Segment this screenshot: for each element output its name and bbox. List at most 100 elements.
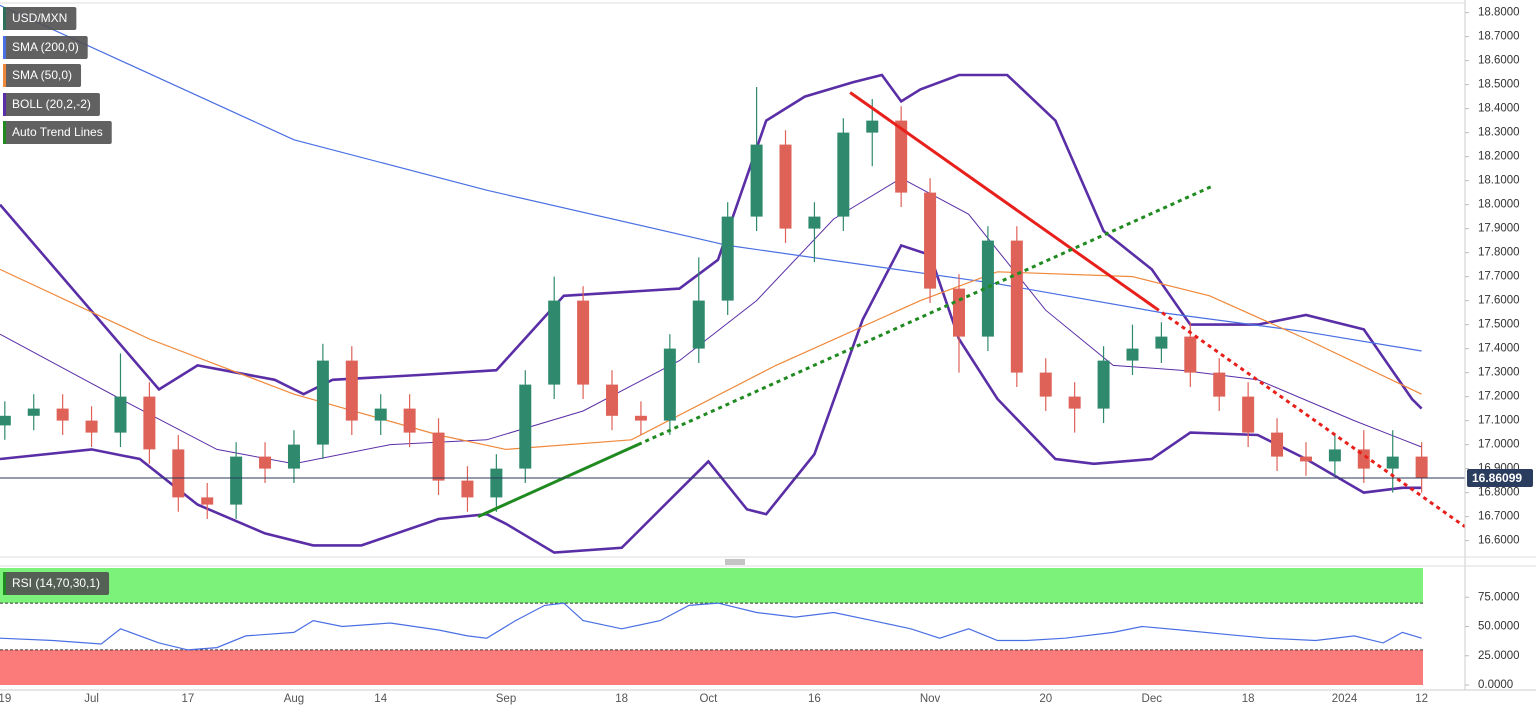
- candle-body: [924, 192, 937, 289]
- legend-swatch: [3, 7, 6, 30]
- oversold-zone: [0, 649, 1423, 685]
- x-tick-label: 19: [0, 693, 11, 705]
- candle-body: [1415, 456, 1428, 479]
- y-tick-label: 18.1000: [1478, 175, 1520, 187]
- x-tick-label: 2024: [1332, 693, 1358, 705]
- marks: [0, 4, 1466, 651]
- candle-body: [837, 132, 850, 217]
- y-tick-label: 17.3000: [1478, 367, 1520, 379]
- y-tick-label: 17.4000: [1478, 343, 1520, 355]
- candle-body: [403, 408, 416, 433]
- y-tick-label: 0.0000: [1478, 679, 1513, 691]
- y-tick-label: 75.0000: [1478, 591, 1520, 603]
- axes: 18.8000 18.7000 18.6000 18.5000 18.4000 18.30…: [0, 7, 1533, 705]
- legend-box: [3, 121, 112, 144]
- y-tick-label: 17.5000: [1478, 319, 1520, 331]
- y-tick-label: 17.7000: [1478, 271, 1520, 283]
- legend-swatch: [3, 93, 6, 116]
- rsi-line: [0, 602, 1422, 651]
- candle-body: [750, 144, 763, 217]
- candle-body: [1213, 372, 1226, 397]
- candle-body: [1155, 336, 1168, 349]
- y-tick-label: 17.2000: [1478, 391, 1520, 403]
- x-tick-label: 12: [1415, 693, 1428, 705]
- candle-body: [1242, 396, 1255, 433]
- candle-body: [374, 408, 387, 421]
- candle-body: [1126, 348, 1139, 361]
- y-tick-label: 18.4000: [1478, 103, 1520, 115]
- x-tick-label: 16: [808, 693, 821, 705]
- y-tick-label: 16.6000: [1478, 535, 1520, 547]
- legend-swatch: [3, 64, 6, 87]
- last-price-label: 16.86099: [1472, 471, 1522, 485]
- candle-body: [27, 408, 40, 416]
- sma-line: [0, 268, 1422, 451]
- x-tick-label: 14: [374, 693, 387, 705]
- x-tick-label: 18: [1242, 693, 1255, 705]
- trend-line: [1154, 306, 1466, 528]
- legend-swatch: [3, 572, 6, 595]
- candle-body: [808, 216, 821, 229]
- x-tick-label: Jul: [84, 693, 99, 705]
- pane-handle[interactable]: [725, 559, 745, 565]
- candle-body: [692, 300, 705, 349]
- legend-box: [3, 93, 100, 116]
- overbought-zone: [0, 568, 1423, 604]
- candle-body: [895, 120, 908, 193]
- x-tick-label: Nov: [920, 693, 941, 705]
- y-tick-label: 17.1000: [1478, 415, 1520, 427]
- last-price-box: [1467, 468, 1533, 487]
- candle-body: [634, 415, 647, 421]
- candle-body: [85, 420, 98, 433]
- y-tick-label: 17.9000: [1478, 223, 1520, 235]
- x-tick-label: Dec: [1142, 693, 1163, 705]
- x-tick-label: Oct: [699, 693, 718, 705]
- y-tick-label: 50.0000: [1478, 621, 1520, 633]
- y-tick-label: 18.8000: [1478, 7, 1520, 19]
- candle-body: [577, 300, 590, 385]
- candle-body: [1386, 456, 1399, 469]
- legend-swatch: [3, 36, 6, 59]
- candle-body: [345, 360, 358, 421]
- legend-label: RSI (14,70,30,1): [12, 576, 100, 590]
- legend-swatch: [3, 121, 6, 144]
- candle-body: [1184, 336, 1197, 373]
- legend-label: USD/MXN: [12, 11, 67, 25]
- y-tick-label: 18.0000: [1478, 199, 1520, 211]
- candle-body: [461, 480, 474, 498]
- legend-box: [3, 7, 77, 30]
- rsi-zones: [0, 568, 1423, 685]
- legend: USD/MXN SMA (200,0) SMA (50,0) BOLL (20,2,-…: [3, 7, 112, 595]
- candle-body: [1039, 372, 1052, 397]
- y-tick-label: 16.8000: [1478, 487, 1520, 499]
- candle-body: [1299, 456, 1312, 462]
- candle-body: [981, 240, 994, 337]
- y-tick-label: 17.8000: [1478, 247, 1520, 259]
- legend-box: [3, 36, 88, 59]
- y-tick-label: 18.6000: [1478, 55, 1520, 67]
- y-tick-label: 25.0000: [1478, 650, 1520, 662]
- legend-label: BOLL (20,2,-2): [12, 97, 91, 111]
- candle-body: [172, 449, 185, 498]
- candle-body: [259, 456, 272, 469]
- x-tick-label: Aug: [284, 693, 304, 705]
- candle-body: [201, 497, 214, 505]
- x-tick-label: 20: [1039, 693, 1052, 705]
- candle-body: [519, 384, 532, 469]
- legend-label: SMA (200,0): [12, 40, 79, 54]
- candle-body: [1097, 360, 1110, 409]
- candle-body: [1068, 396, 1081, 409]
- y-tick-label: 18.5000: [1478, 79, 1520, 91]
- x-tick-label: 17: [182, 693, 195, 705]
- legend-label: Auto Trend Lines: [12, 125, 103, 139]
- bollinger-lower: [0, 243, 1422, 554]
- x-tick-label: 18: [615, 693, 628, 705]
- candle-body: [56, 408, 69, 421]
- candle-body: [230, 456, 243, 505]
- candle-body: [0, 415, 11, 426]
- candle-body: [548, 300, 561, 385]
- y-tick-label: 18.3000: [1478, 127, 1520, 139]
- trend-line: [637, 184, 1214, 446]
- candle-body: [287, 444, 300, 469]
